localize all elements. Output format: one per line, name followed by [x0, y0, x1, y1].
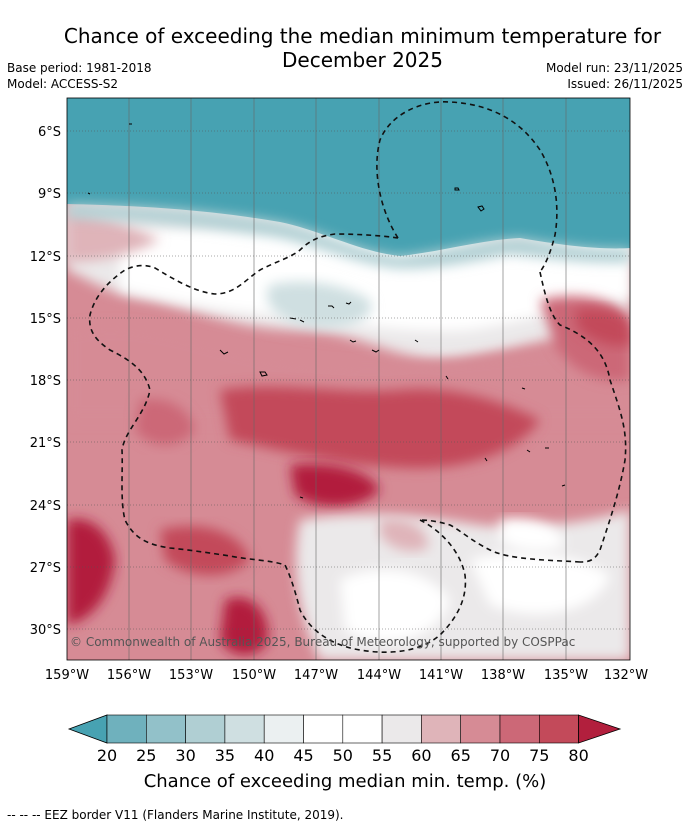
colorbar-segment — [185, 714, 226, 744]
colorbar-segment — [538, 714, 579, 744]
colorbar-tick-label: 60 — [411, 746, 431, 765]
colorbar: 20 25 30 35 40 45 50 55 60 65 70 75 80 — [67, 714, 622, 765]
lon-label: 150°W — [232, 668, 276, 683]
colorbar-tick-label: 30 — [175, 746, 195, 765]
model-name: Model: ACCESS-S2 — [7, 77, 119, 91]
eez-footnote: -- -- -- EEZ border V11 (Flanders Marine… — [7, 808, 344, 822]
lat-label: 6°S — [38, 125, 61, 140]
lat-label: 27°S — [30, 561, 61, 576]
map-frame — [66, 97, 631, 661]
lat-label: 18°S — [30, 374, 61, 389]
island-outlines — [87, 123, 566, 499]
colorbar-tick-label: 35 — [215, 746, 235, 765]
meta-left: Base period: 1981-2018 Model: ACCESS-S2 — [7, 60, 152, 92]
colorbar-segment — [342, 714, 383, 744]
copyright-text: © Commonwealth of Australia 2025, Bureau… — [70, 635, 575, 649]
lon-label: 141°W — [419, 668, 463, 683]
model-run: Model run: 23/11/2025 — [545, 61, 683, 75]
lat-label: 9°S — [38, 187, 61, 202]
colorbar-label: Chance of exceeding median min. temp. (%… — [143, 771, 547, 792]
colorbar-segment — [303, 714, 344, 744]
colorbar-segment — [499, 714, 540, 744]
title-line-1: Chance of exceeding the median minimum t… — [63, 24, 662, 48]
probability-field — [67, 98, 630, 660]
colorbar-segment — [146, 714, 186, 744]
colorbar-tick-label: 40 — [254, 746, 274, 765]
title-line-2: December 2025 — [282, 48, 443, 72]
colorbar-segment — [263, 714, 304, 744]
lon-label: 159°W — [45, 668, 89, 683]
colorbar-segment — [421, 714, 461, 744]
meridians — [128, 98, 567, 660]
colorbar-tick-label: 20 — [97, 746, 117, 765]
lon-label: 132°W — [604, 668, 648, 683]
lat-label: 24°S — [30, 499, 61, 514]
eez-borders — [88, 101, 627, 653]
lon-label: 135°W — [544, 668, 588, 683]
lat-label: 21°S — [30, 436, 61, 451]
colorbar-tick-label: 55 — [372, 746, 392, 765]
lon-label: 144°W — [357, 668, 401, 683]
latitude-labels: 6°S 9°S 12°S 15°S 18°S 21°S 24°S 27°S 30… — [30, 125, 61, 638]
gridlines — [67, 130, 630, 630]
lat-label: 15°S — [30, 312, 61, 327]
colorbar-tick-label: 65 — [451, 746, 471, 765]
lon-label: 147°W — [294, 668, 338, 683]
lon-label: 153°W — [169, 668, 213, 683]
colorbar-segment — [381, 714, 422, 744]
colorbar-tick-label: 80 — [568, 746, 588, 765]
colorbar-tick-label: 25 — [136, 746, 156, 765]
base-period: Base period: 1981-2018 — [7, 61, 152, 75]
colorbar-max-extension — [578, 714, 622, 744]
lat-label: 30°S — [30, 623, 61, 638]
colorbar-tick-label: 45 — [293, 746, 313, 765]
colorbar-min-extension — [67, 714, 108, 744]
longitude-labels: 159°W 156°W 153°W 150°W 147°W 144°W 141°… — [45, 668, 648, 683]
colorbar-tick-label: 70 — [490, 746, 510, 765]
lon-label: 156°W — [107, 668, 151, 683]
lon-label: 138°W — [481, 668, 525, 683]
colorbar-segment — [460, 714, 501, 744]
lat-label: 12°S — [30, 250, 61, 265]
colorbar-segment — [224, 714, 265, 744]
map-title: Chance of exceeding the median minimum t… — [30, 24, 690, 72]
colorbar-tick-label: 50 — [333, 746, 353, 765]
issued-date: Issued: 26/11/2025 — [567, 77, 683, 91]
colorbar-tick-label: 75 — [529, 746, 549, 765]
colorbar-segment — [106, 714, 147, 744]
meta-right: Model run: 23/11/2025 Issued: 26/11/2025 — [546, 60, 683, 92]
